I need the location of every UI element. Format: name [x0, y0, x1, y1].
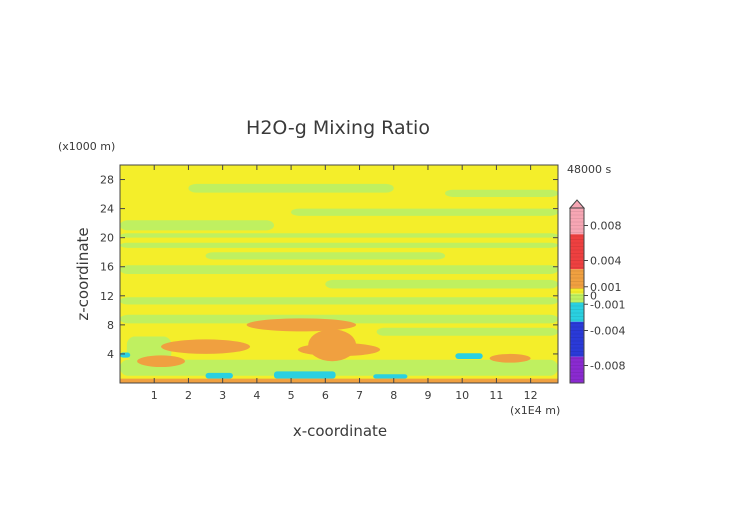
- field-band-green: [120, 314, 558, 324]
- colorbar-label: -0.004: [590, 325, 625, 338]
- field-minimum-cyan: [455, 353, 483, 360]
- plot-area: [119, 164, 559, 384]
- x-tick-label: 12: [524, 389, 538, 402]
- colorbar-segment: [570, 321, 584, 357]
- x-tick-label: 10: [455, 389, 469, 402]
- x-axis-label: x-coordinate: [293, 422, 387, 440]
- y-unit-label: (x1000 m): [58, 140, 115, 153]
- field-band-green: [120, 297, 558, 305]
- field-band-green: [120, 242, 558, 248]
- field-band-green: [188, 183, 394, 193]
- field-maximum-orange: [246, 318, 357, 332]
- colorbar-segment: [570, 356, 584, 383]
- colorbar-label: 0.001: [590, 281, 622, 294]
- field-minimum-cyan: [205, 372, 233, 379]
- field-band-green: [291, 208, 558, 216]
- field-band-green: [376, 327, 558, 336]
- colorbar-label: -0.008: [590, 360, 625, 373]
- colorbar-label: 0.004: [590, 255, 622, 268]
- x-tick-label: 5: [288, 389, 295, 402]
- x-tick-label: 9: [424, 389, 431, 402]
- x-tick-label: 8: [390, 389, 397, 402]
- field-minimum-cyan: [273, 371, 336, 379]
- y-axis-label: z-coordinate: [74, 227, 92, 320]
- field-band-green: [325, 279, 558, 289]
- x-unit-label: (x1E4 m): [510, 404, 560, 417]
- y-tick-label: 8: [107, 319, 114, 332]
- field-maximum-orange: [489, 353, 531, 363]
- y-tick-label: 12: [100, 290, 114, 303]
- field-band-green: [126, 336, 172, 362]
- field-minimum-cyan: [373, 374, 408, 379]
- field-minimum-cyan: [120, 352, 131, 358]
- colorbar-extend-arrow: [568, 199, 586, 209]
- colorbar-label: -0.001: [590, 298, 625, 311]
- field-band-green: [120, 233, 558, 238]
- field-maximum-orange: [297, 343, 381, 357]
- x-tick-label: 3: [219, 389, 226, 402]
- y-tick-label: 24: [100, 203, 114, 216]
- x-tick-label: 6: [322, 389, 329, 402]
- x-tick-label: 1: [151, 389, 158, 402]
- field-band-green: [120, 359, 558, 376]
- x-tick-label: 7: [356, 389, 363, 402]
- y-tick-label: 4: [107, 348, 114, 361]
- colorbar-segment: [570, 288, 584, 294]
- field-band-green: [205, 252, 446, 260]
- colorbar-segment: [570, 208, 584, 235]
- colorbar-label: 0: [590, 290, 597, 303]
- colorbar-segment: [570, 234, 584, 270]
- x-axis: 1 2 3 4 5 6 7 8 9 10 11 12: [151, 165, 538, 402]
- field-band-green: [445, 189, 558, 197]
- chart-title: H2O-g Mixing Ratio: [246, 117, 430, 139]
- y-tick-label: 20: [100, 232, 114, 245]
- y-axis: 4 8 12 16 20 24 28: [100, 174, 558, 361]
- colorbar-label: 0.008: [590, 220, 622, 233]
- time-label: 48000 s: [567, 163, 611, 176]
- field-layer: [120, 183, 558, 383]
- x-tick-label: 4: [253, 389, 260, 402]
- y-tick-label: 16: [100, 261, 114, 274]
- field-band-green: [120, 265, 558, 274]
- y-tick-label: 28: [100, 174, 114, 187]
- x-tick-label: 2: [185, 389, 192, 402]
- colorbar-segment: [570, 293, 584, 303]
- field-surface-layer: [120, 378, 558, 383]
- colorbar-segment: [570, 269, 584, 289]
- field-maximum-orange: [161, 339, 251, 354]
- plot-frame: [119, 164, 559, 384]
- field-band-green: [120, 220, 274, 231]
- field-maximum-orange: [137, 355, 186, 368]
- x-tick-label: 11: [489, 389, 503, 402]
- colorbar-segment: [570, 302, 584, 322]
